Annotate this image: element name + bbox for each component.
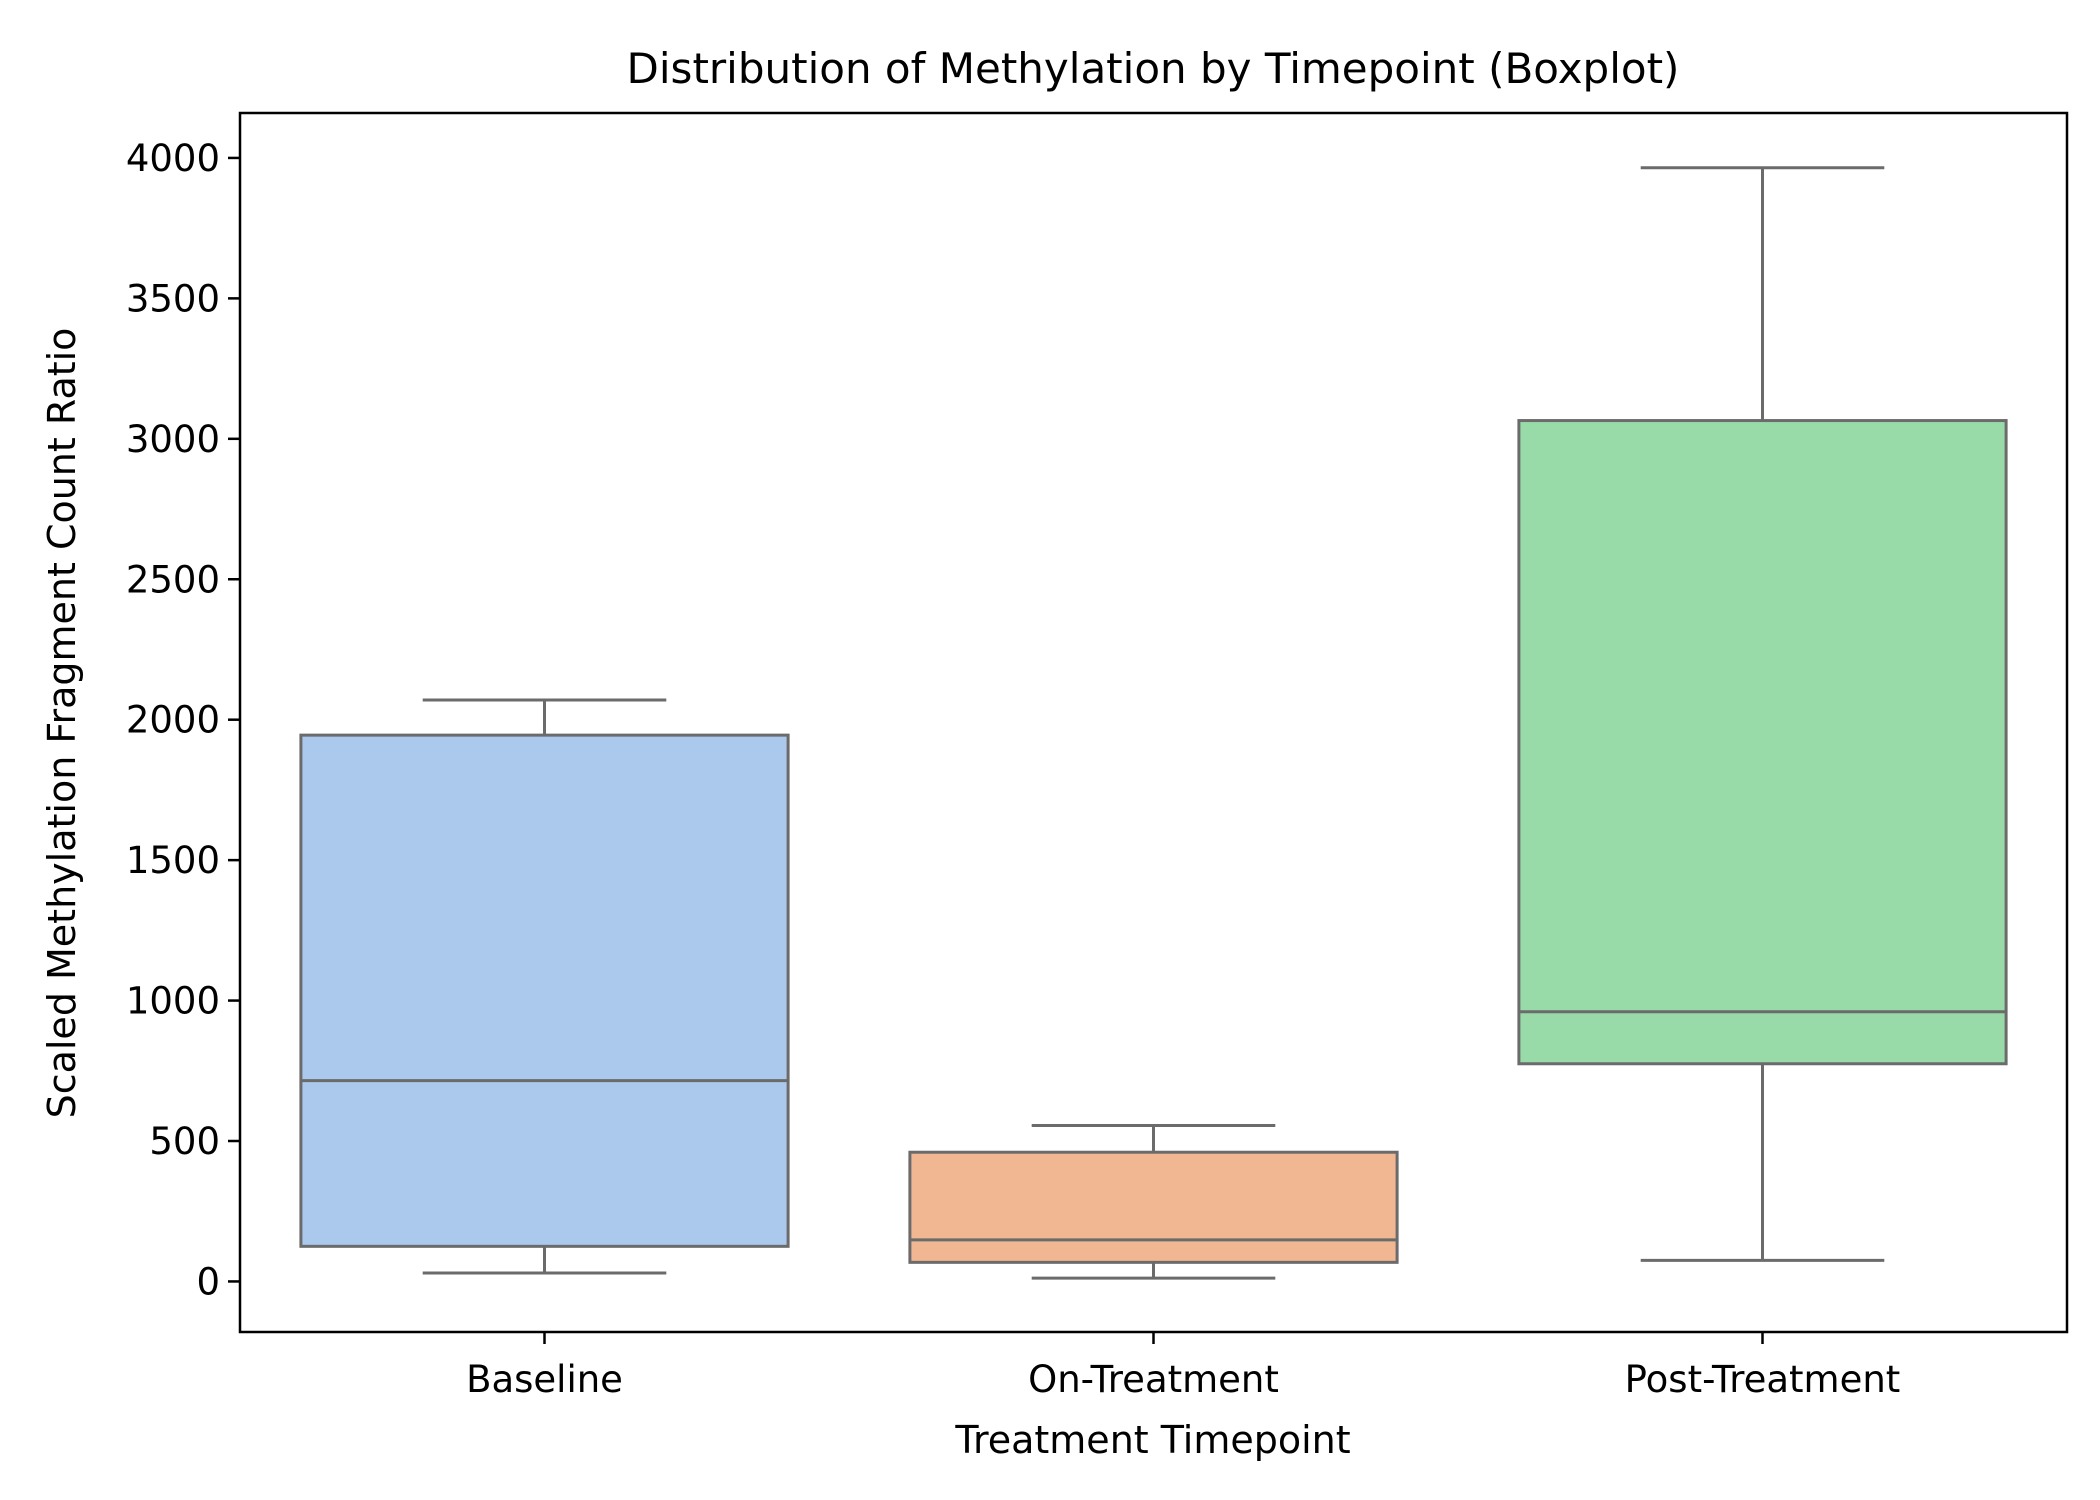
x-axis-label: Treatment Timepoint	[954, 1418, 1350, 1462]
y-tick-label: 4000	[126, 137, 220, 180]
box-group-post-treatment	[1517, 166, 2008, 1262]
chart-title: Distribution of Methylation by Timepoint…	[627, 44, 1680, 93]
x-tick-label: Baseline	[466, 1358, 623, 1401]
y-tick-label: 1500	[126, 839, 220, 882]
y-axis: 0 500 1000 1500 2000 2500 3000 3500 4000	[126, 137, 240, 1303]
y-tick-label: 2500	[126, 558, 220, 601]
y-tick-label: 3500	[126, 277, 220, 320]
iqr-box	[1517, 419, 2008, 1066]
iqr-box	[908, 1150, 1399, 1264]
y-tick-label: 3000	[126, 418, 220, 461]
y-axis-label: Scaled Methylation Fragment Count Ratio	[40, 328, 84, 1119]
iqr-box	[299, 733, 790, 1248]
y-tick-label: 1000	[126, 980, 220, 1023]
y-tick-label: 2000	[126, 699, 220, 742]
y-tick-label: 0	[196, 1260, 220, 1303]
x-axis: Baseline On-Treatment Post-Treatment	[466, 1332, 1900, 1401]
plot-area	[299, 166, 2008, 1280]
y-tick-label: 500	[149, 1120, 220, 1163]
x-tick-label: On-Treatment	[1028, 1358, 1279, 1401]
box-group-baseline	[299, 698, 790, 1275]
x-tick-label: Post-Treatment	[1625, 1358, 1901, 1401]
box-group-on-treatment	[908, 1124, 1399, 1280]
